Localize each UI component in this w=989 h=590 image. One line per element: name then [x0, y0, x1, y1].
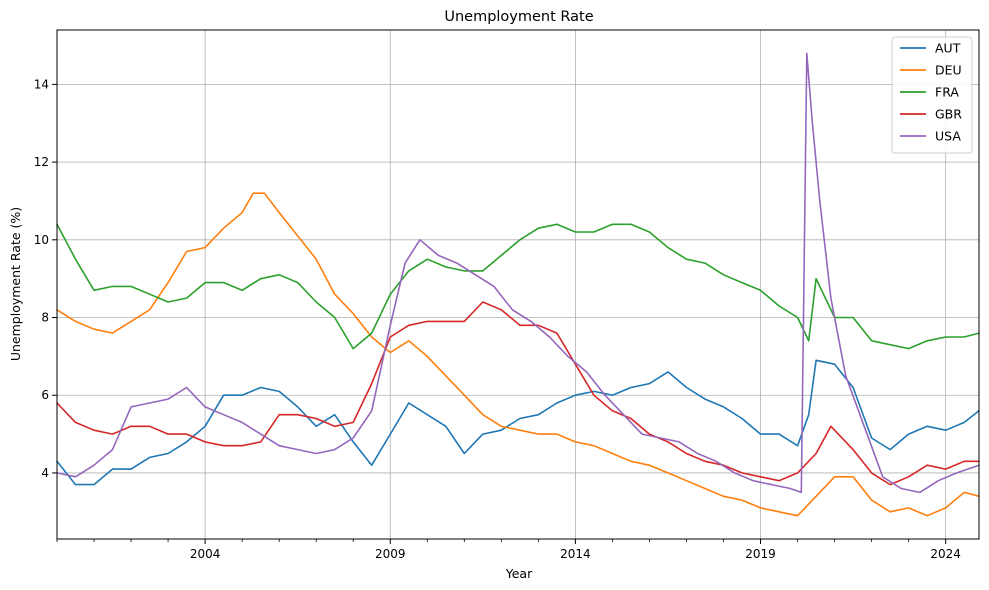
y-tick-label: 8 [41, 311, 49, 325]
x-tick-label: 2004 [190, 547, 221, 561]
legend-label-fra: FRA [935, 85, 959, 100]
legend-label-gbr: GBR [935, 107, 962, 122]
grid [57, 30, 979, 539]
y-tick-label: 12 [34, 155, 49, 169]
series-line-gbr [56, 301, 980, 486]
plot-frame [56, 29, 980, 540]
series-line-usa [56, 52, 980, 494]
x-tick-label: 2014 [560, 547, 591, 561]
x-tick-label: 2009 [375, 547, 406, 561]
y-tick-label: 6 [41, 388, 49, 402]
tick-labels: 2004 2009 2014 2019 2024 4 6 8 10 12 14 [34, 77, 961, 561]
y-tick-label: 14 [34, 77, 49, 91]
x-tick-label: 2019 [745, 547, 776, 561]
y-axis-label: Unemployment Rate (%) [8, 207, 23, 361]
x-tick-label: 2024 [930, 547, 961, 561]
x-axis-label: Year [505, 566, 533, 581]
legend-label-deu: DEU [935, 63, 962, 78]
chart-title: Unemployment Rate [444, 9, 593, 25]
legend-label-aut: AUT [935, 41, 961, 56]
y-tick-label: 10 [34, 233, 49, 247]
y-tick-label: 4 [41, 466, 49, 480]
legend-label-usa: USA [935, 129, 961, 144]
legend-box [891, 36, 973, 154]
legend: AUT DEU FRA GBR USA [891, 36, 973, 154]
series-line-fra [56, 223, 980, 350]
series-lines [56, 52, 980, 517]
series-line-deu [56, 192, 980, 517]
